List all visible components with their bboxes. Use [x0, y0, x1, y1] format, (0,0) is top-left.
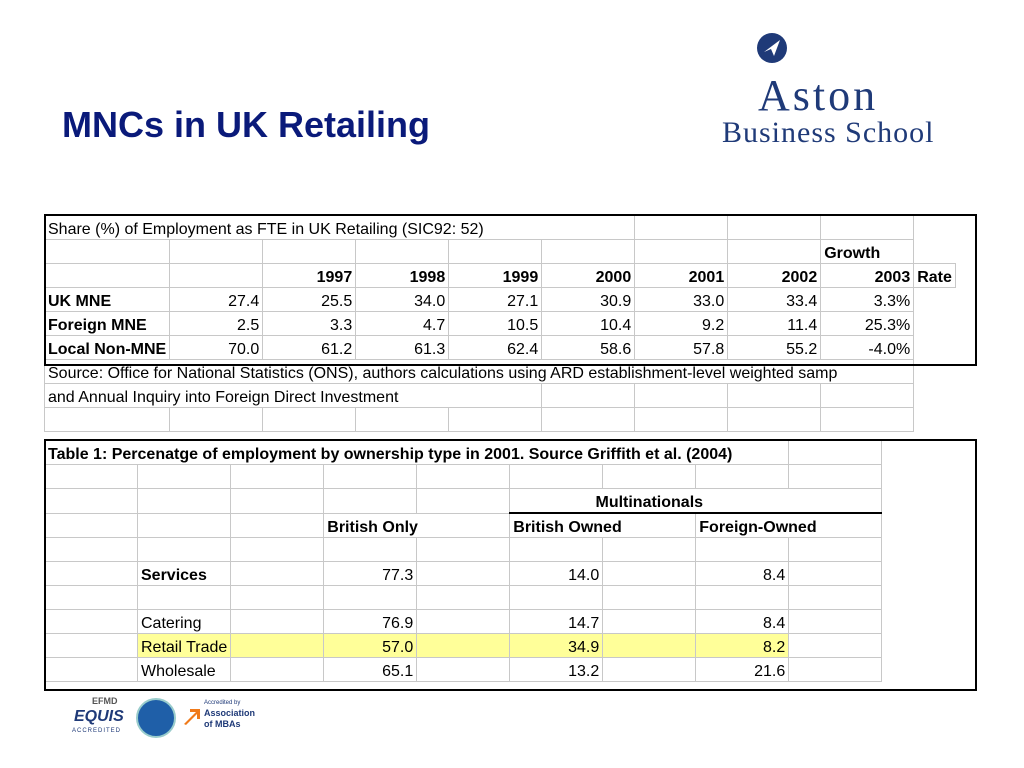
cell: 3.3 [262, 311, 357, 336]
row-label: Catering [136, 609, 232, 634]
year-header: 2000 [541, 263, 636, 288]
accreditation-logos: EFMD EQUIS ACCREDITED Accredited by Asso… [58, 690, 258, 742]
table-row-highlighted: Retail Trade 57.0 34.9 8.2 [44, 633, 883, 658]
amba-of-mbas: of MBAs [204, 719, 241, 729]
table-row: Wholesale 65.1 13.2 21.6 [44, 657, 883, 682]
cell: 55.2 [727, 335, 822, 360]
cell: 27.1 [448, 287, 543, 312]
source-note-line1: Source: Office for National Statistics (… [43, 359, 915, 384]
cell: 34.9 [509, 633, 604, 658]
efmd-text: EFMD [92, 696, 118, 706]
logo-aston-text: Aston [758, 71, 879, 120]
cell: 21.6 [695, 657, 790, 682]
row-label: Foreign MNE [43, 311, 171, 336]
year-header: 2003 [820, 263, 915, 288]
row-label: UK MNE [43, 287, 171, 312]
cell: 9.2 [634, 311, 729, 336]
aston-logo: Aston Business School [720, 30, 980, 150]
growth-header-line2: Rate [913, 263, 956, 288]
cell: 30.9 [541, 287, 636, 312]
cell: 34.0 [355, 287, 450, 312]
growth-cell: 25.3% [820, 311, 915, 336]
cell: 14.7 [509, 609, 604, 634]
growth-cell: 3.3% [820, 287, 915, 312]
cell: 57.8 [634, 335, 729, 360]
cell: 8.4 [695, 609, 790, 634]
table-row: UK MNE 27.4 25.5 34.0 27.1 30.9 33.0 33.… [43, 287, 956, 312]
row-label: Wholesale [136, 657, 232, 682]
ownership-table: Table 1: Percenatge of employment by own… [43, 440, 883, 682]
col-header-foreign-owned: Foreign-Owned [695, 512, 883, 538]
accredited-text: ACCREDITED [72, 728, 122, 734]
cell: 33.4 [727, 287, 822, 312]
cell: 27.4 [169, 287, 264, 312]
multinationals-group-header: Multinationals [509, 488, 883, 514]
table-row: Foreign MNE 2.5 3.3 4.7 10.5 10.4 9.2 11… [43, 311, 956, 336]
equis-logo: EFMD EQUIS ACCREDITED [58, 696, 128, 736]
cell: 25.5 [262, 287, 357, 312]
cell: 58.6 [541, 335, 636, 360]
source-note-line2: and Annual Inquiry into Foreign Direct I… [43, 383, 543, 408]
year-header: 1998 [355, 263, 450, 288]
cell: 4.7 [355, 311, 450, 336]
row-label: Services [136, 561, 232, 586]
growth-cell: -4.0% [820, 335, 915, 360]
cell: 76.9 [323, 609, 418, 634]
table-row: Local Non-MNE 70.0 61.2 61.3 62.4 58.6 5… [43, 335, 956, 360]
cell: 57.0 [323, 633, 418, 658]
cell: 14.0 [509, 561, 604, 586]
row-label: Local Non-MNE [43, 335, 171, 360]
logo-business-school-text: Business School [722, 116, 935, 149]
table2-caption: Table 1: Percenatge of employment by own… [43, 440, 790, 465]
amba-association: Association [204, 708, 256, 718]
aston-mark-icon [757, 33, 787, 63]
cell: 10.4 [541, 311, 636, 336]
year-header: 1997 [262, 263, 357, 288]
cell: 13.2 [509, 657, 604, 682]
amba-accredited-by: Accredited by [204, 700, 241, 706]
amba-logo: Accredited by Association of MBAs [182, 700, 262, 736]
table-row: Services 77.3 14.0 8.4 [44, 561, 883, 586]
equis-text: EQUIS [74, 708, 124, 725]
year-header: 2002 [727, 263, 822, 288]
aacsb-seal-icon [136, 698, 176, 738]
cell: 2.5 [169, 311, 264, 336]
cell: 33.0 [634, 287, 729, 312]
cell: 70.0 [169, 335, 264, 360]
cell: 8.2 [695, 633, 790, 658]
cell: 10.5 [448, 311, 543, 336]
growth-header-line1: Growth [820, 239, 915, 264]
col-header-british-only: British Only [323, 512, 511, 538]
year-header: 1999 [448, 263, 543, 288]
amba-arrow-icon [184, 709, 200, 725]
year-header: 2001 [634, 263, 729, 288]
cell: 61.2 [262, 335, 357, 360]
cell: 62.4 [448, 335, 543, 360]
slide-title: MNCs in UK Retailing [62, 104, 431, 145]
row-label: Retail Trade [136, 633, 232, 658]
col-header-british-owned: British Owned [509, 512, 697, 538]
cell: 61.3 [355, 335, 450, 360]
table1-caption: Share (%) of Employment as FTE in UK Ret… [43, 215, 636, 240]
cell: 8.4 [695, 561, 790, 586]
table-row: Catering 76.9 14.7 8.4 [44, 609, 883, 634]
cell: 65.1 [323, 657, 418, 682]
cell: 11.4 [727, 311, 822, 336]
cell: 77.3 [323, 561, 418, 586]
employment-share-table: Share (%) of Employment as FTE in UK Ret… [43, 215, 956, 432]
